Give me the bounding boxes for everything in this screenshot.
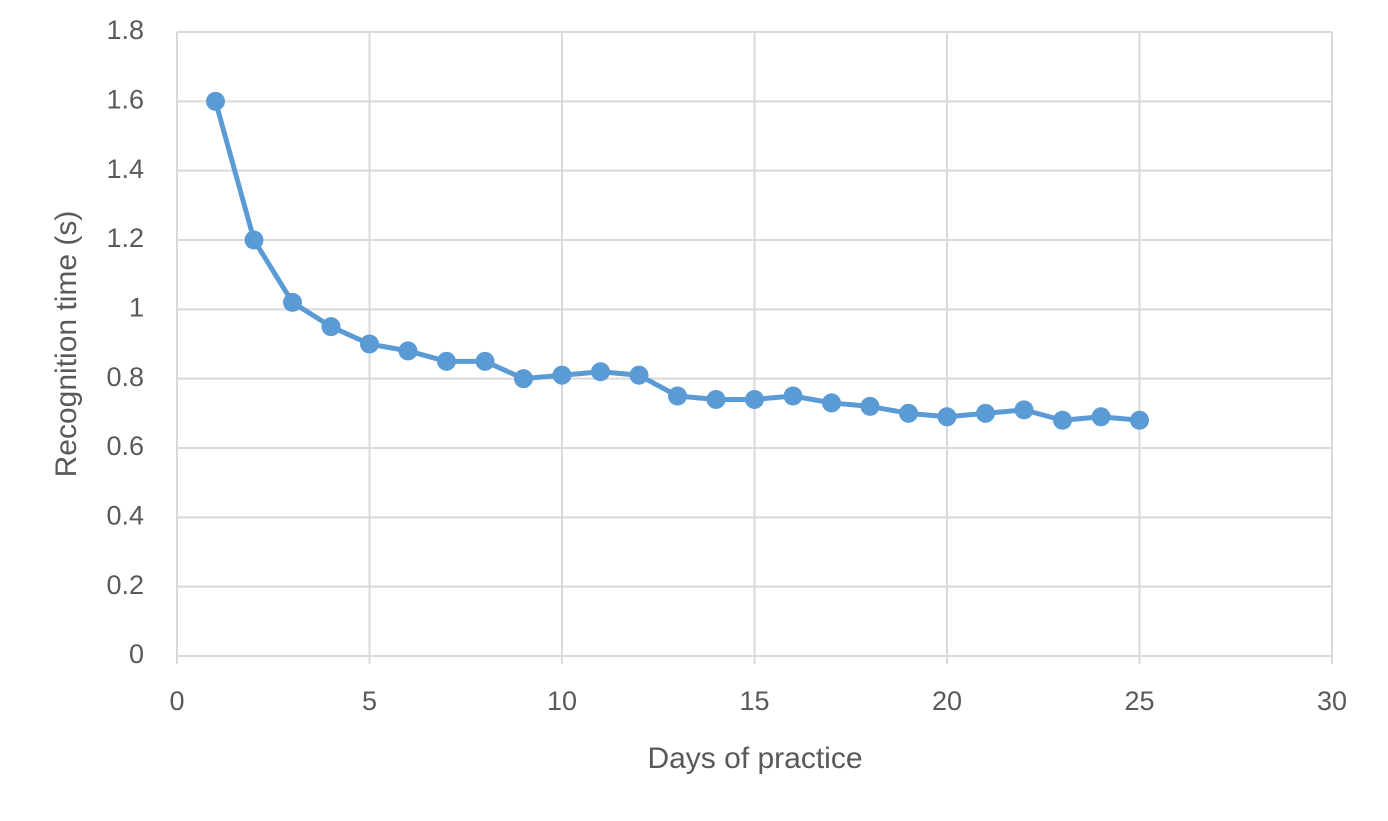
data-point: [860, 396, 880, 416]
data-point: [1130, 410, 1149, 430]
data-point: [783, 386, 803, 406]
x-tick-label: 20: [932, 686, 962, 716]
x-tick-label: 15: [739, 686, 769, 716]
data-point: [937, 407, 957, 427]
y-tick-label: 1.8: [106, 15, 144, 45]
y-tick-label: 1.4: [106, 154, 144, 184]
data-point: [668, 386, 687, 406]
y-tick-label: 0.6: [106, 431, 144, 461]
data-point: [398, 341, 418, 361]
y-tick-label: 1.2: [106, 223, 144, 253]
y-tick-label: 1: [129, 292, 144, 322]
y-axis-label: Recognition time (s): [50, 211, 83, 478]
data-point: [1091, 407, 1111, 427]
y-tick-label: 1.6: [106, 84, 144, 114]
x-axis-label: Days of practice: [647, 742, 862, 775]
y-tick-label: 0.2: [106, 570, 144, 600]
data-point: [745, 389, 764, 409]
data-point: [244, 230, 264, 250]
data-point: [899, 403, 918, 423]
data-point: [822, 393, 841, 413]
data-point: [206, 91, 225, 111]
x-tick-label: 10: [547, 686, 577, 716]
data-point: [552, 365, 572, 385]
x-tick-label: 25: [1124, 686, 1154, 716]
data-point: [321, 317, 341, 337]
data-point: [360, 334, 379, 354]
data-point: [1014, 400, 1034, 420]
data-point: [591, 362, 610, 382]
data-point: [475, 351, 495, 371]
x-tick-label: 30: [1317, 686, 1347, 716]
y-tick-label: 0.8: [106, 362, 144, 392]
data-point: [514, 369, 533, 389]
data-point: [437, 351, 456, 371]
data-point: [629, 365, 649, 385]
x-tick-label: 0: [169, 686, 184, 716]
data-point: [976, 403, 995, 423]
y-tick-label: 0: [129, 639, 144, 669]
series-line: [213, 100, 1140, 423]
data-point: [1053, 410, 1072, 430]
y-tick-label: 0.4: [106, 500, 144, 530]
x-tick-label: 5: [362, 686, 377, 716]
data-point: [283, 292, 302, 312]
data-point: [706, 389, 726, 409]
